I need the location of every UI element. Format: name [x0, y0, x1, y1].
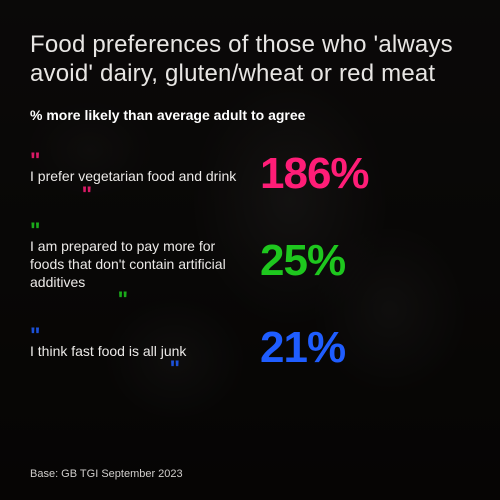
quote-close-icon: ": [118, 294, 126, 305]
stat-label-wrap: " I prefer vegetarian food and drink ": [30, 153, 240, 193]
stat-label-wrap: " I think fast food is all junk ": [30, 328, 240, 368]
stat-row: " I prefer vegetarian food and drink " 1…: [30, 149, 474, 199]
stat-label: I prefer vegetarian food and drink: [30, 161, 240, 185]
stat-row: " I am prepared to pay more for foods th…: [30, 223, 474, 300]
stat-label-wrap: " I am prepared to pay more for foods th…: [30, 223, 240, 300]
quote-open-icon: ": [30, 155, 38, 166]
page-title: Food preferences of those who 'always av…: [30, 30, 474, 89]
quote-close-icon: ": [82, 189, 90, 200]
infographic-content: Food preferences of those who 'always av…: [0, 0, 500, 500]
subtitle: % more likely than average adult to agre…: [30, 107, 474, 123]
quote-open-icon: ": [30, 225, 38, 236]
quote-close-icon: ": [170, 363, 178, 374]
stat-row: " I think fast food is all junk " 21%: [30, 323, 474, 373]
stat-value: 21%: [260, 323, 345, 373]
stat-value: 186%: [260, 149, 369, 199]
stats-list: " I prefer vegetarian food and drink " 1…: [30, 149, 474, 374]
stat-label: I think fast food is all junk: [30, 336, 240, 360]
stat-label: I am prepared to pay more for foods that…: [30, 231, 240, 292]
quote-open-icon: ": [30, 330, 38, 341]
footer-source: Base: GB TGI September 2023: [30, 468, 474, 482]
stat-value: 25%: [260, 236, 345, 286]
